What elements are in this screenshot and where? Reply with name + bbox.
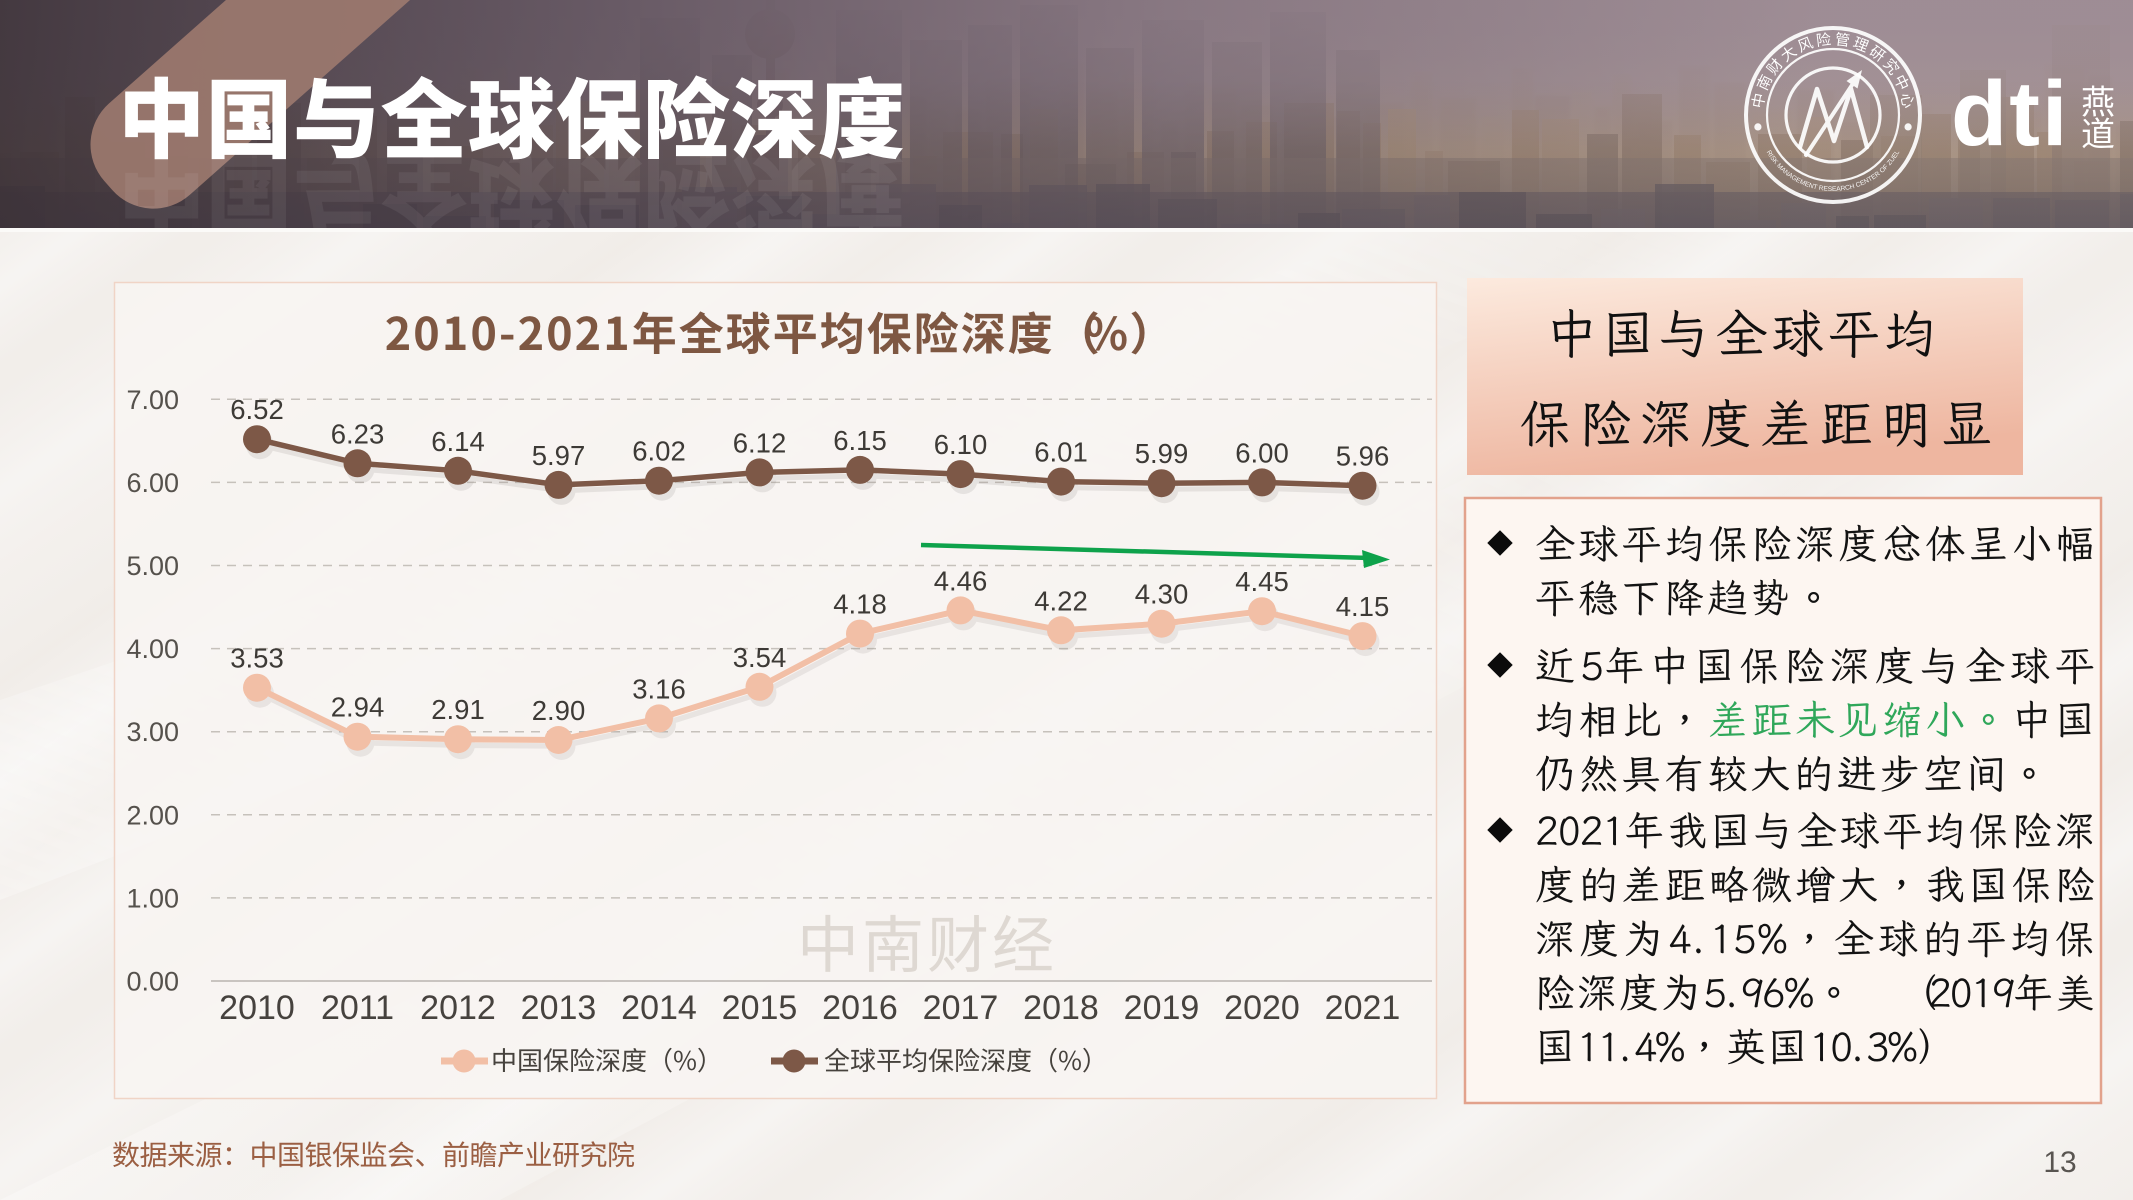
svg-text:6.12: 6.12 [733,427,787,458]
svg-text:5.99: 5.99 [1135,438,1189,469]
svg-text:2.94: 2.94 [331,692,385,723]
svg-text:0.00: 0.00 [126,967,179,997]
svg-text:2018: 2018 [1023,989,1099,1027]
svg-text:2021: 2021 [1325,989,1401,1027]
svg-text:6.15: 6.15 [833,425,887,456]
svg-text:2013: 2013 [521,989,597,1027]
svg-text:6.10: 6.10 [934,429,988,460]
svg-text:3.53: 3.53 [230,643,284,674]
svg-text:2020: 2020 [1224,989,1300,1027]
svg-text:2015: 2015 [722,989,798,1027]
svg-text:5.00: 5.00 [126,551,179,581]
svg-text:3.00: 3.00 [126,717,179,747]
svg-text:2014: 2014 [621,989,697,1027]
svg-text:7.00: 7.00 [126,385,179,415]
svg-text:3.16: 3.16 [632,673,686,704]
svg-text:4.30: 4.30 [1135,579,1189,610]
svg-text:6.52: 6.52 [230,394,284,425]
svg-text:4.45: 4.45 [1235,566,1289,597]
svg-text:2019: 2019 [1124,989,1200,1027]
svg-text:2.90: 2.90 [532,695,586,726]
svg-text:dti: dti [1951,63,2069,165]
svg-text:2012: 2012 [420,989,496,1027]
svg-text:4.00: 4.00 [126,634,179,664]
svg-text:2017: 2017 [923,989,999,1027]
svg-text:2.00: 2.00 [126,800,179,830]
svg-text:6.14: 6.14 [431,426,485,457]
svg-text:4.22: 4.22 [1034,585,1088,616]
svg-text:6.23: 6.23 [331,418,385,449]
svg-text:1.00: 1.00 [126,883,179,913]
svg-text:2.91: 2.91 [431,694,485,725]
svg-text:4.46: 4.46 [934,565,988,596]
svg-text:6.01: 6.01 [1034,437,1088,468]
svg-text:6.00: 6.00 [126,468,179,498]
svg-text:5.96: 5.96 [1336,441,1390,472]
svg-text:6.00: 6.00 [1235,437,1289,468]
svg-text:5.97: 5.97 [532,440,586,471]
svg-text:13: 13 [2043,1146,2076,1179]
svg-text:3.54: 3.54 [733,642,787,673]
svg-text:4.18: 4.18 [833,589,887,620]
svg-text:2011: 2011 [321,989,394,1027]
svg-text:6.02: 6.02 [632,436,686,467]
svg-text:2010: 2010 [219,989,295,1027]
svg-text:2016: 2016 [822,989,898,1027]
svg-text:4.15: 4.15 [1336,591,1390,622]
